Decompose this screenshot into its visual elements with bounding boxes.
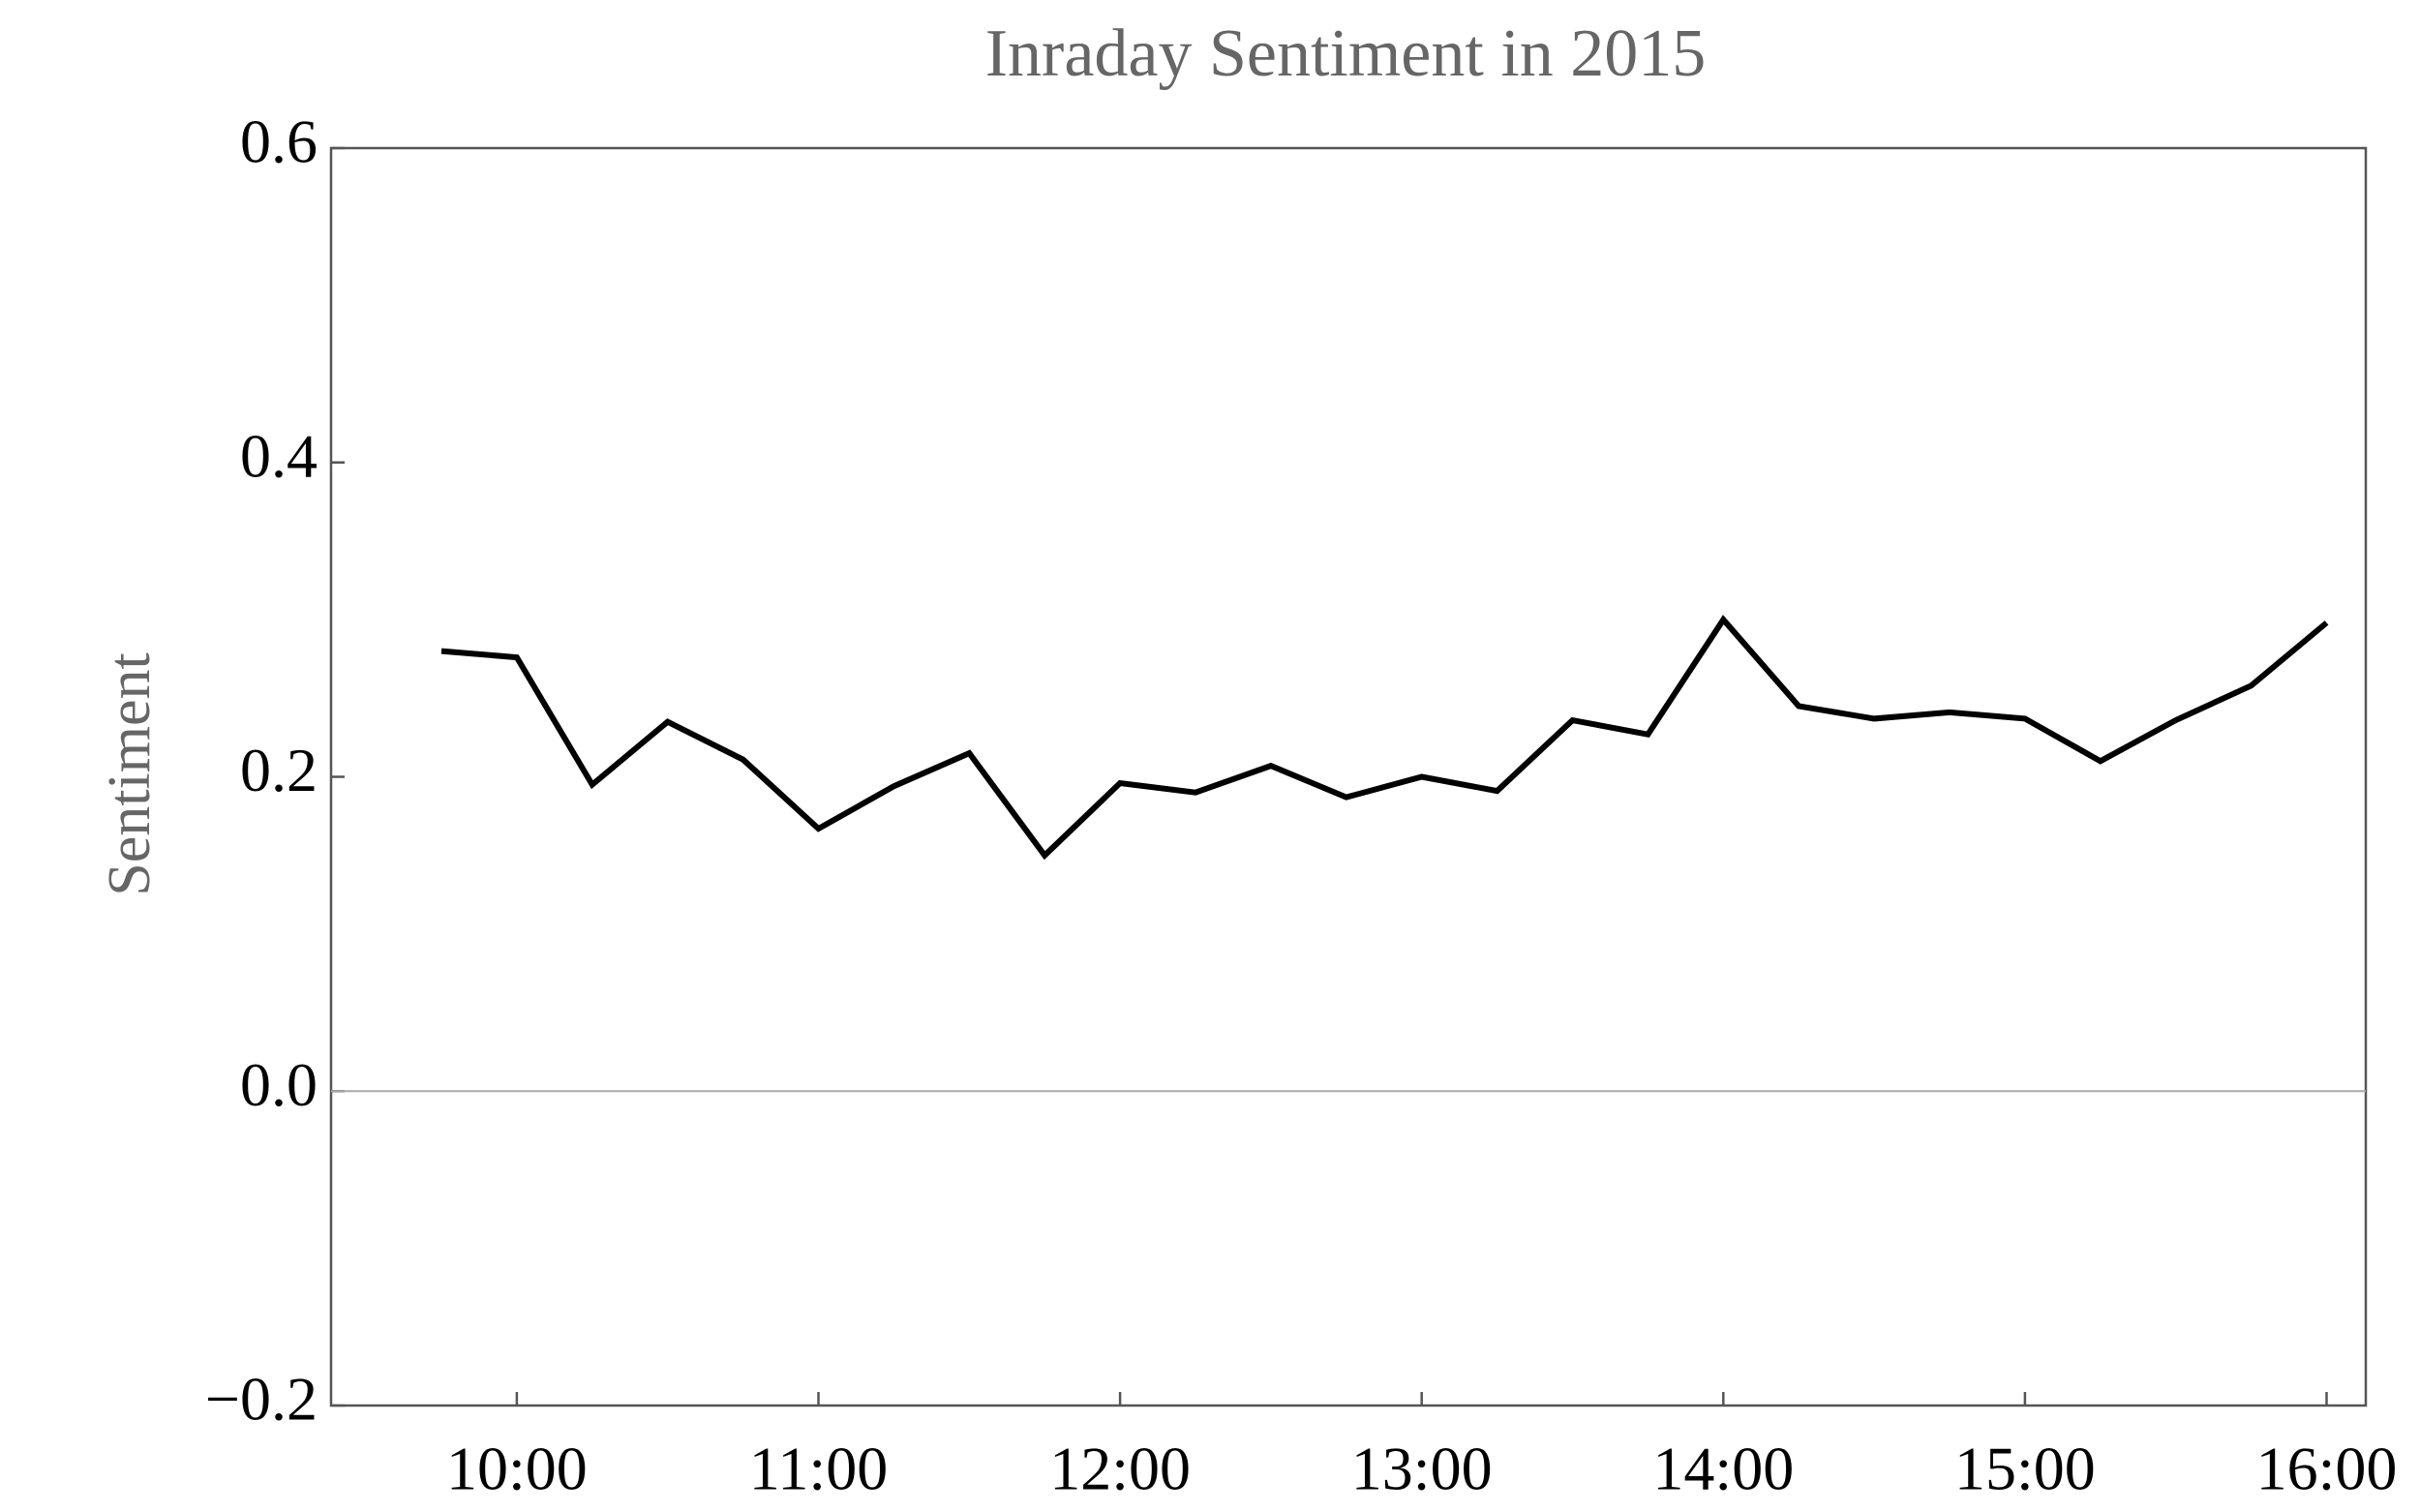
y-tick-label: 0.2 <box>240 736 318 804</box>
chart-title: Inraday Sentiment in 2015 <box>985 16 1707 91</box>
x-tick-label: 14:00 <box>1652 1435 1794 1503</box>
y-tick-label: −0.2 <box>205 1365 318 1434</box>
line-series <box>440 615 2329 861</box>
x-tick-label: 11:00 <box>749 1435 888 1503</box>
x-tick-label: 16:00 <box>2256 1435 2398 1503</box>
y-axis-label: Sentiment <box>97 652 163 895</box>
x-tick-label: 12:00 <box>1049 1435 1191 1503</box>
y-tick-label: 0.6 <box>240 107 318 176</box>
x-tick-label: 15:00 <box>1954 1435 2096 1503</box>
x-tick-label: 13:00 <box>1351 1435 1493 1503</box>
plot-frame <box>329 146 2368 1407</box>
y-tick-label: 0.0 <box>240 1050 318 1119</box>
x-tick-label: 10:00 <box>446 1435 588 1503</box>
y-tick-label: 0.4 <box>240 421 318 490</box>
